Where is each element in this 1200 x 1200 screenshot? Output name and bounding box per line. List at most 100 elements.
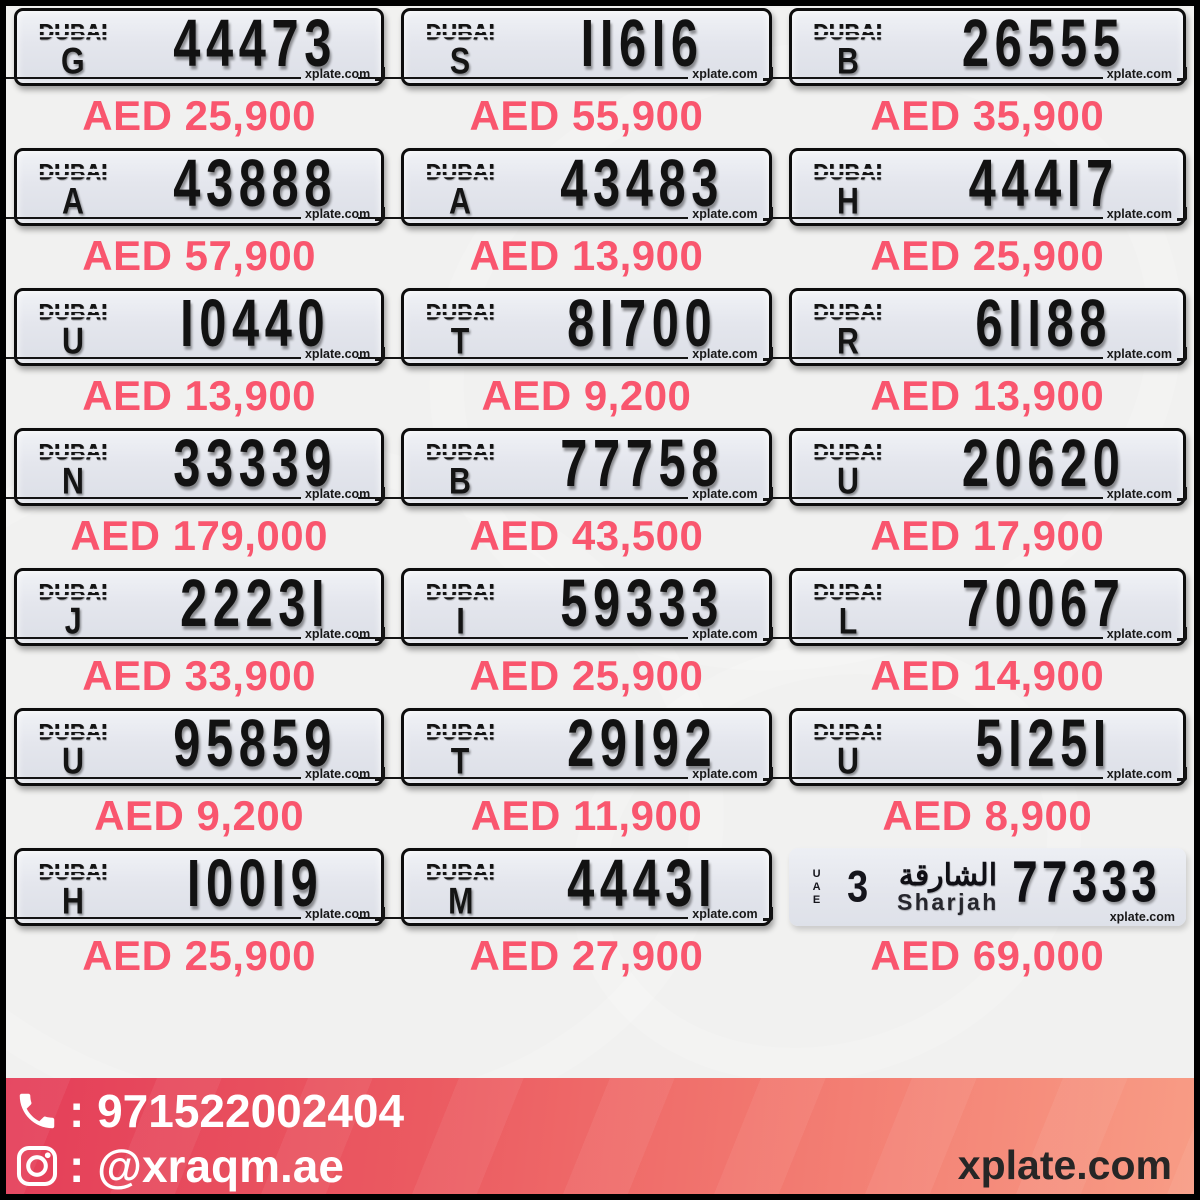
xplate-watermark: xplate.com (1109, 910, 1175, 924)
plate-code-letter: A (449, 179, 472, 221)
dubai-license-plate: DUBAI M 4443I xplate.com (356, 845, 773, 926)
xplate-watermark: xplate.com (356, 627, 773, 641)
xplate-watermark: xplate.com (771, 627, 1188, 641)
dubai-logo-text: DUBAI (38, 579, 108, 605)
uae-vertical-label: UAE (810, 867, 823, 907)
plate-number: 4443I (567, 845, 718, 920)
site-name: xplate.com (957, 1142, 1172, 1188)
xplate-watermark: xplate.com (356, 487, 773, 501)
plate-code-letter: L (838, 599, 857, 641)
plate-left-block: DUBAI U (17, 718, 129, 781)
price-label: AED 55,900 (469, 92, 704, 139)
dubai-license-plate: DUBAI S II6I6 xplate.com (356, 5, 773, 86)
plate-left-block: DUBAI L (792, 578, 904, 641)
dubai-license-plate: DUBAI U I0440 xplate.com (6, 288, 386, 366)
plate-left-block: DUBAI M (404, 858, 516, 918)
dubai-logo: DUBAI (423, 439, 497, 465)
price-label: AED 9,200 (94, 792, 305, 839)
phone-number: : 971522002404 (69, 1084, 405, 1137)
dubai-license-plate: DUBAI R 6II88 xplate.com (771, 288, 1188, 366)
listing-cell: DUBAI U 5I25I xplate.com AED 8,900 (771, 708, 1188, 848)
plate-code-letter: I (456, 599, 465, 641)
price-label: AED 33,900 (82, 652, 317, 699)
dubai-logo: DUBAI (811, 581, 885, 603)
listing-cell: DUBAI U I0440 xplate.com AED 13,900 (6, 288, 386, 428)
dubai-logo: DUBAI (423, 719, 497, 745)
price-label: AED 69,000 (870, 932, 1105, 979)
listing-cell: DUBAI B 26555 xplate.com AED 35,900 (771, 8, 1188, 148)
listing-cell: DUBAI T 29I92 xplate.com AED 11,900 (356, 705, 773, 848)
plate-left-block: DUBAI N (17, 438, 129, 498)
plate-code-letter: H (62, 879, 84, 921)
dubai-logo-text: DUBAI (813, 19, 883, 45)
dubai-logo: DUBAI (36, 21, 110, 43)
dubai-logo: DUBAI (811, 19, 885, 45)
plate-number: 8I700 (567, 285, 718, 360)
dubai-logo: DUBAI (36, 859, 110, 885)
dubai-logo-text: DUBAI (425, 579, 495, 605)
phone-icon (19, 1093, 55, 1128)
plate-left-block: DUBAI U (792, 718, 904, 781)
price-label: AED 13,900 (82, 372, 317, 419)
dubai-logo-text: DUBAI (813, 299, 883, 325)
plate-number: 43483 (560, 145, 725, 220)
price-label: AED 13,900 (870, 372, 1105, 419)
dubai-logo: DUBAI (36, 301, 110, 323)
dubai-license-plate: DUBAI I 59333 xplate.com (356, 568, 773, 646)
dubai-logo-text: DUBAI (425, 719, 495, 745)
dubai-logo-text: DUBAI (38, 439, 108, 465)
xplate-watermark: xplate.com (356, 347, 773, 361)
listing-cell: DUBAI N 33339 xplate.com AED 179,000 (6, 428, 386, 568)
dubai-license-plate: DUBAI N 33339 xplate.com (6, 428, 386, 506)
dubai-license-plate: DUBAI H I00I9 xplate.com (6, 848, 386, 926)
plate-left-block: DUBAI I (404, 578, 516, 641)
price-label: AED 179,000 (70, 512, 328, 559)
dubai-logo-text: DUBAI (425, 299, 495, 325)
dubai-license-plate: DUBAI G 44473 xplate.com (6, 8, 386, 86)
plate-code-letter: U (836, 459, 859, 501)
listing-cell: DUBAI L 70067 xplate.com AED 14,900 (771, 568, 1188, 708)
dubai-logo: DUBAI (423, 299, 497, 325)
xplate-watermark: xplate.com (6, 907, 386, 921)
dubai-logo-text: DUBAI (38, 859, 108, 885)
plate-code-letter: R (836, 319, 859, 361)
plate-code-letter: U (62, 739, 84, 781)
dubai-logo: DUBAI (36, 721, 110, 743)
plate-code-letter: U (836, 739, 859, 781)
footer-banner: : 971522002404 : @xraqm.ae xplate.com (6, 1078, 1194, 1194)
dubai-license-plate: DUBAI J 2223I xplate.com (6, 568, 386, 646)
price-label: AED 9,200 (481, 372, 692, 419)
sharjah-license-plate: UAE 3 الشارقة Sharjah 77333 xplate.com (788, 848, 1186, 926)
xplate-watermark: xplate.com (771, 67, 1188, 81)
listing-cell: DUBAI J 2223I xplate.com AED 33,900 (6, 568, 386, 708)
price-label: AED 13,900 (469, 232, 704, 279)
plate-left-block: DUBAI A (404, 158, 516, 221)
dubai-logo: DUBAI (423, 21, 497, 43)
instagram-handle: : @xraqm.ae (69, 1139, 344, 1192)
sharjah-name-block: الشارقة Sharjah (897, 860, 999, 915)
dubai-logo-text: DUBAI (38, 159, 108, 185)
listing-cell: DUBAI A 43888 xplate.com AED 57,900 (6, 148, 386, 288)
dubai-logo: DUBAI (811, 439, 885, 465)
xplate-watermark: xplate.com (6, 767, 386, 781)
dubai-license-plate: DUBAI U 95859 xplate.com (6, 708, 386, 786)
listing-cell: UAE 3 الشارقة Sharjah 77333 xplate.com A… (788, 848, 1186, 988)
dubai-logo-text: DUBAI (813, 439, 883, 465)
plate-number: 29I92 (567, 705, 718, 780)
listing-cell: DUBAI U 20620 xplate.com AED 17,900 (771, 428, 1188, 568)
dubai-logo: DUBAI (423, 861, 497, 883)
plate-number: II6I6 (580, 5, 704, 80)
price-label: AED 25,900 (469, 652, 704, 699)
plate-code-letter: B (836, 39, 859, 81)
instagram-line: : @xraqm.ae (14, 1138, 404, 1193)
plate-code-letter: U (62, 319, 84, 361)
listing-cell: DUBAI I 59333 xplate.com AED 25,900 (356, 568, 773, 708)
plate-left-block: DUBAI A (17, 158, 129, 218)
dubai-logo: DUBAI (811, 721, 885, 743)
dubai-logo: DUBAI (811, 161, 885, 183)
plate-code-letter: B (449, 459, 472, 501)
listing-cell: DUBAI A 43483 xplate.com AED 13,900 (356, 145, 773, 288)
dubai-logo-text: DUBAI (425, 439, 495, 465)
dubai-license-plate: DUBAI T 8I700 xplate.com (356, 285, 773, 366)
sharjah-arabic-name: الشارقة (898, 858, 998, 892)
